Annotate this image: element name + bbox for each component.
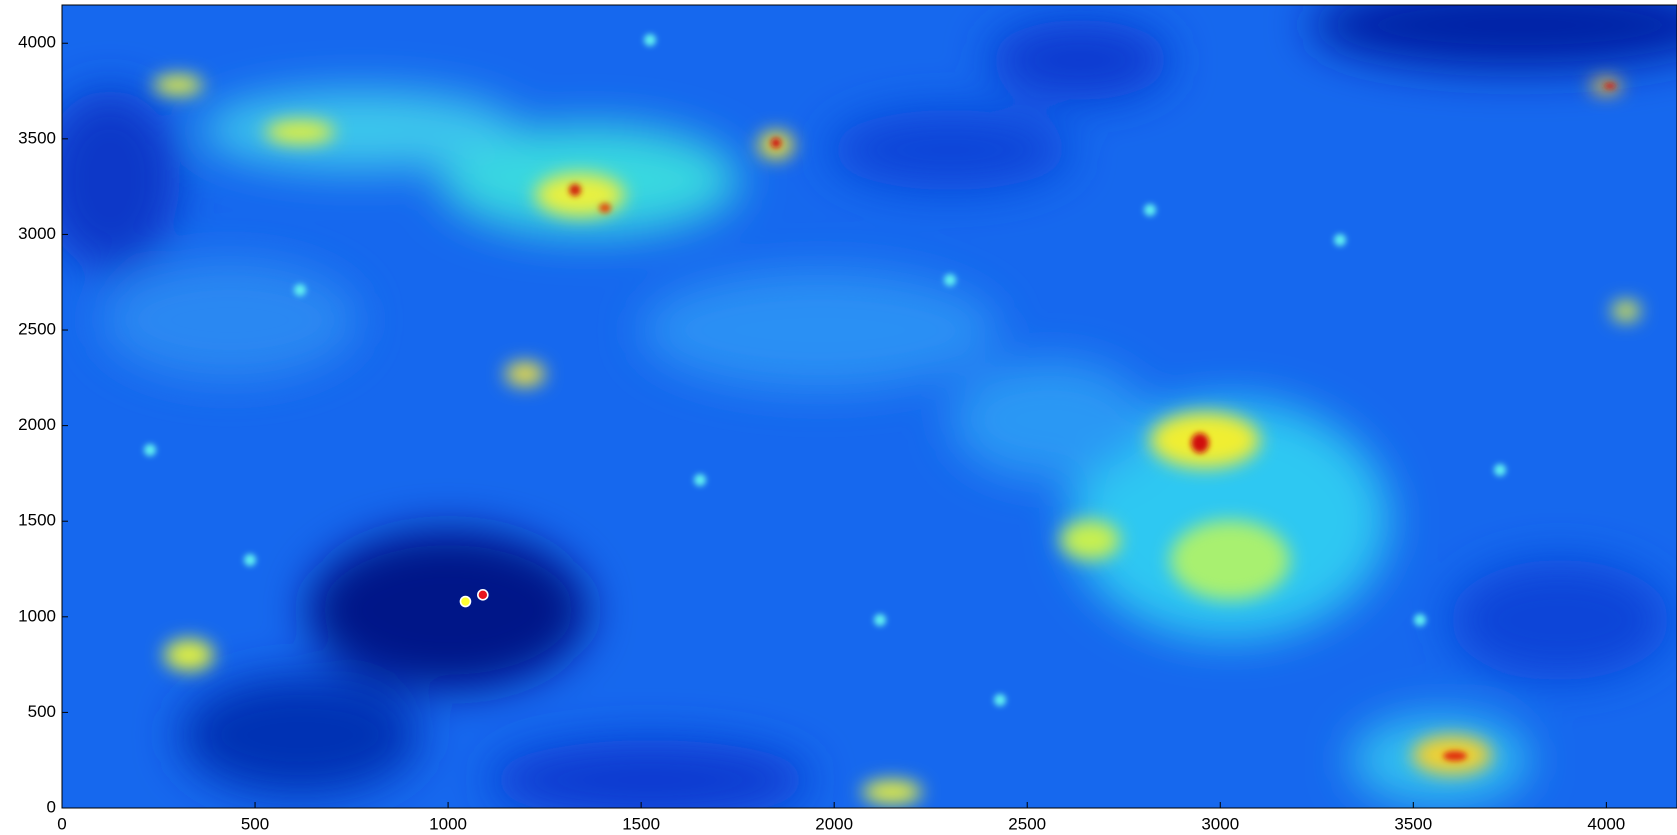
y-tick-label: 2500 bbox=[18, 320, 56, 339]
y-tick-label: 3000 bbox=[18, 224, 56, 243]
x-tick-label: 1000 bbox=[429, 814, 467, 833]
x-tick-label: 1500 bbox=[622, 814, 660, 833]
x-tick-label: 500 bbox=[241, 814, 269, 833]
y-tick-label: 1500 bbox=[18, 511, 56, 530]
point bbox=[477, 589, 489, 601]
x-tick-label: 2500 bbox=[1008, 814, 1046, 833]
y-tick-label: 0 bbox=[47, 797, 56, 816]
plot-frame bbox=[61, 4, 1677, 809]
x-tick-label: 3000 bbox=[1201, 814, 1239, 833]
y-tick-label: 3500 bbox=[18, 128, 56, 147]
x-tick-label: 2000 bbox=[815, 814, 853, 833]
point bbox=[459, 595, 472, 608]
x-tick-label: 0 bbox=[57, 814, 66, 833]
x-tick-label: 4000 bbox=[1587, 814, 1625, 833]
y-tick-label: 4000 bbox=[18, 33, 56, 52]
x-tick-label: 3500 bbox=[1394, 814, 1432, 833]
y-tick-label: 500 bbox=[28, 702, 56, 721]
y-tick-label: 2000 bbox=[18, 415, 56, 434]
heatmap-field bbox=[62, 5, 1677, 808]
y-tick-label: 1000 bbox=[18, 606, 56, 625]
